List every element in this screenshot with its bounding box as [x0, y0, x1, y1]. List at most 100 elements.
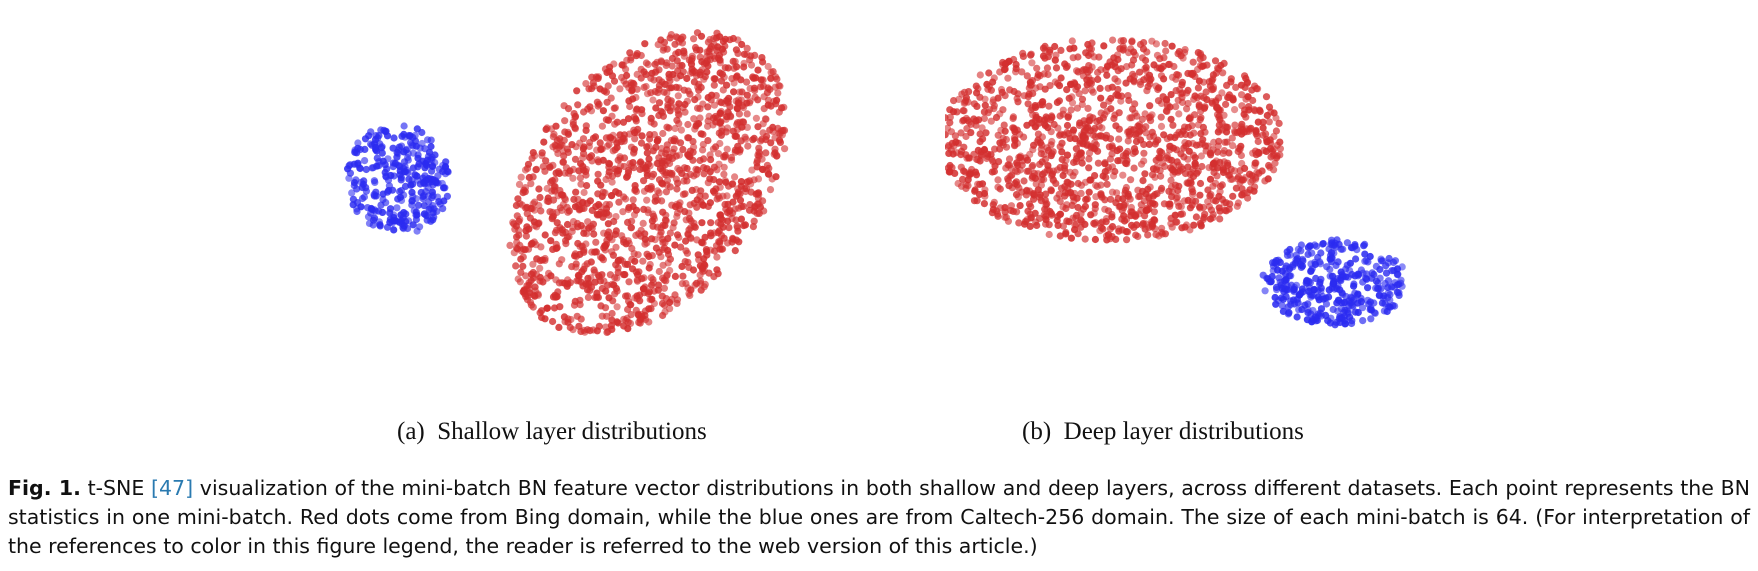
scatter-point	[1115, 203, 1123, 211]
scatter-point	[1045, 166, 1053, 174]
scatter-point	[620, 131, 628, 139]
scatter-point	[1160, 54, 1168, 62]
scatter-point	[536, 193, 544, 202]
scatter-point	[1172, 87, 1180, 95]
scatter-point	[948, 139, 956, 147]
scatter-point	[1106, 225, 1115, 233]
scatter-point	[1078, 218, 1086, 226]
scatter-point	[619, 208, 627, 216]
scatter-point	[697, 32, 706, 40]
scatter-point	[1162, 47, 1170, 55]
scatter-point	[1265, 161, 1273, 170]
scatter-point	[371, 178, 379, 186]
scatter-point	[1261, 287, 1269, 295]
scatter-point	[413, 227, 421, 235]
scatter-point	[548, 215, 556, 223]
scatter-point	[1141, 64, 1149, 73]
scatter-point	[679, 104, 687, 112]
scatter-point	[1110, 172, 1118, 180]
scatter-point	[1088, 63, 1096, 71]
scatter-point	[1372, 262, 1380, 270]
scatter-point	[1157, 186, 1165, 194]
scatter-point	[730, 79, 738, 87]
scatter-point	[599, 256, 607, 264]
scatter-point	[510, 249, 518, 257]
scatter-point	[566, 279, 574, 287]
scatter-point	[655, 99, 664, 107]
scatter-point	[1066, 80, 1075, 88]
subfigure-caption-a: (a) Shallow layer distributions	[397, 418, 707, 446]
scatter-point	[658, 144, 666, 153]
scatter-point	[614, 156, 622, 164]
scatter-point	[1114, 77, 1122, 85]
scatter-point	[1130, 164, 1138, 172]
scatter-point	[673, 299, 681, 307]
scatter-point	[774, 89, 782, 97]
scatter-point	[962, 132, 970, 141]
scatter-point	[1157, 113, 1165, 121]
scatter-point	[571, 297, 579, 305]
scatter-point	[1303, 276, 1311, 284]
scatter-point	[1361, 250, 1369, 258]
scatter-point	[674, 92, 682, 100]
scatter-point	[633, 292, 641, 300]
scatter-point	[1221, 206, 1229, 214]
scatter-point	[1155, 154, 1163, 162]
scatter-point	[671, 241, 679, 249]
scatter-point	[1204, 142, 1212, 150]
scatter-point	[353, 199, 362, 207]
scatter-point	[945, 114, 949, 122]
scatter-point	[1364, 296, 1372, 304]
scatter-point	[715, 178, 723, 186]
scatter-point	[522, 232, 530, 240]
scatter-point	[1058, 148, 1066, 156]
scatter-point	[636, 159, 644, 167]
scatter-point	[991, 145, 999, 153]
scatter-point	[715, 194, 723, 202]
scatter-point	[759, 165, 767, 174]
scatter-point	[1155, 232, 1163, 240]
scatter-point	[1043, 64, 1051, 72]
scatter-point	[1185, 179, 1193, 187]
scatter-point	[701, 192, 709, 200]
scatter-point	[543, 184, 551, 193]
scatter-point	[367, 128, 375, 136]
scatter-point	[1048, 112, 1056, 120]
scatter-point	[625, 204, 633, 212]
series-0-points	[506, 29, 789, 336]
scatter-point	[1124, 190, 1132, 198]
caption-text-pre: t-SNE	[80, 476, 152, 500]
scatter-point	[965, 88, 973, 96]
scatter-point	[573, 219, 582, 228]
scatter-point	[1016, 202, 1024, 210]
scatter-point	[964, 176, 972, 184]
scatter-point	[1123, 236, 1131, 244]
scatter-point	[1187, 169, 1195, 177]
scatter-point	[1200, 94, 1208, 102]
scatter-point	[1064, 179, 1072, 187]
scatter-point	[1069, 126, 1078, 134]
scatter-point	[1047, 186, 1055, 194]
scatter-point	[713, 253, 721, 261]
scatter-point	[402, 210, 410, 218]
scatter-point	[549, 245, 557, 253]
scatter-point	[1190, 221, 1198, 229]
scatter-point	[1020, 92, 1028, 100]
scatter-point	[648, 235, 656, 243]
scatter-point	[645, 318, 653, 326]
scatter-point	[1388, 283, 1396, 291]
scatter-plot-shallow	[320, 18, 840, 348]
scatter-point	[736, 88, 744, 96]
scatter-point	[964, 182, 972, 190]
scatter-point	[604, 82, 612, 90]
scatter-point	[1002, 164, 1010, 172]
scatter-point	[665, 70, 673, 78]
scatter-point	[722, 115, 730, 123]
scatter-point	[1085, 51, 1093, 60]
citation-link[interactable]: [47]	[151, 476, 194, 500]
scatter-point	[722, 178, 730, 186]
scatter-point	[716, 211, 724, 219]
series-1-points	[344, 122, 452, 235]
scatter-point	[554, 149, 562, 158]
scatter-point	[1180, 197, 1188, 205]
